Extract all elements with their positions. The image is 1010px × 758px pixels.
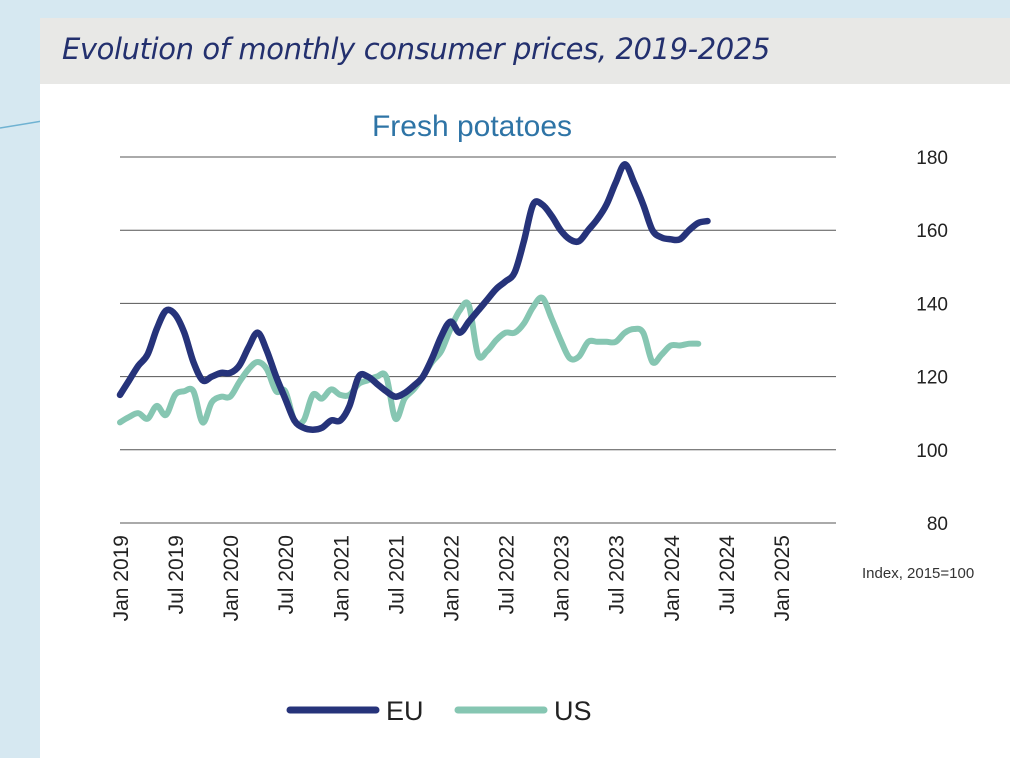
y-tick-label: 100 [916, 441, 948, 462]
unit-note: Index, 2015=100 [862, 565, 974, 582]
series-line-us [117, 294, 702, 427]
legend: EU US [286, 696, 592, 726]
chart-title: Fresh potatoes [372, 110, 572, 143]
y-axis-ticks: 80 100 120 140 160 180 [916, 148, 948, 535]
x-tick-label: Jul 2023 [606, 535, 629, 614]
x-tick-label: Jul 2021 [385, 535, 408, 614]
x-axis-ticks: Jan 2019 Jul 2019 Jan 2020 Jul 2020 Jan 2021… [110, 535, 794, 622]
x-tick-label: Jan 2024 [661, 535, 684, 622]
series-lines [116, 161, 711, 433]
x-tick-label: Jul 2022 [496, 535, 519, 614]
x-tick-label: Jan 2020 [220, 535, 243, 621]
y-tick-label: 120 [916, 368, 948, 389]
y-tick-label: 140 [916, 294, 948, 315]
x-tick-label: Jan 2019 [110, 535, 133, 621]
series-line-eu [116, 161, 711, 433]
x-tick-label: Jan 2022 [440, 535, 463, 621]
page-title: Evolution of monthly consumer prices, 20… [62, 32, 770, 66]
y-tick-label: 160 [916, 221, 948, 242]
x-tick-label: Jan 2021 [330, 535, 353, 621]
grid-lines [120, 156, 836, 524]
legend-label-us: US [554, 696, 592, 726]
card-header: Evolution of monthly consumer prices, 20… [40, 18, 1010, 84]
x-tick-label: Jul 2020 [275, 535, 298, 614]
x-tick-label: Jul 2024 [716, 535, 739, 615]
x-tick-label: Jan 2023 [551, 535, 574, 621]
legend-label-eu: EU [386, 696, 424, 726]
x-tick-label: Jan 2025 [771, 535, 794, 621]
x-tick-label: Jul 2019 [165, 535, 188, 614]
y-tick-label: 180 [916, 148, 948, 169]
chart-card: Evolution of monthly consumer prices, 20… [40, 18, 1010, 758]
y-tick-label: 80 [927, 514, 948, 535]
